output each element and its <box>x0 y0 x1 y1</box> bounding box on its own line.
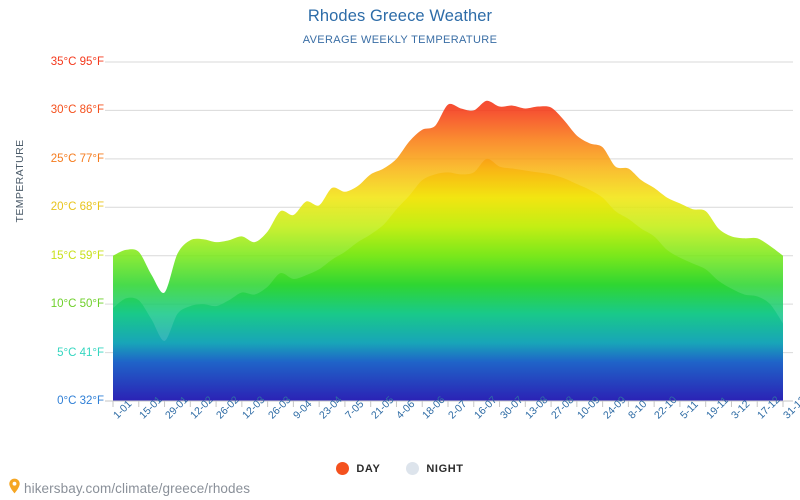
page-title: Rhodes Greece Weather <box>307 7 493 25</box>
map-pin-icon <box>8 478 21 499</box>
legend-item-night[interactable]: NIGHT <box>406 462 463 475</box>
chart-subtitle: AVERAGE WEEKLY TEMPERATURE <box>302 34 498 46</box>
chart-legend: DAY NIGHT <box>0 462 800 475</box>
legend-label-night: NIGHT <box>426 462 464 475</box>
y-tick-label: 15°C 59°F <box>50 249 104 262</box>
source-url: hikersbay.com/climate/greece/rhodes <box>24 481 251 496</box>
day-color-swatch-icon <box>336 462 350 475</box>
y-tick-label: 5°C 41°F <box>57 346 104 359</box>
legend-label-day: DAY <box>356 462 381 475</box>
y-tick-label: 35°C 95°F <box>50 56 104 68</box>
area-series-night <box>113 158 783 401</box>
y-axis-labels: 35°C 95°F 30°C 86°F 25°C 77°F 20°C 68°F 15°C… <box>0 0 104 500</box>
y-tick-label: 20°C 68°F <box>50 201 104 214</box>
y-tick-label: 0°C 32°F <box>57 395 104 407</box>
source-footer[interactable]: hikersbay.com/climate/greece/rhodes <box>8 478 250 499</box>
y-tick-label: 25°C 77°F <box>50 152 104 165</box>
y-tick-label: 30°C 86°F <box>50 104 104 117</box>
night-color-swatch-icon <box>406 462 420 475</box>
legend-item-day[interactable]: DAY <box>336 462 380 475</box>
y-tick-label: 10°C 50°F <box>50 298 104 311</box>
